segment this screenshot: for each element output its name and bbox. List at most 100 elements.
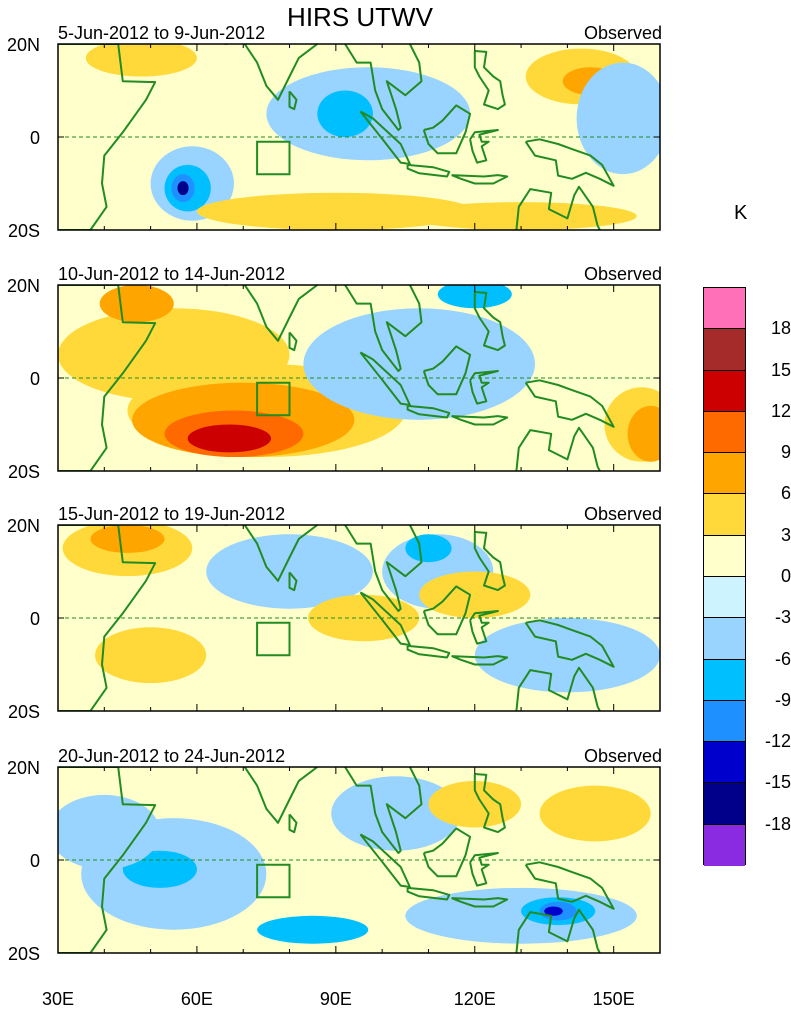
coastline [477,744,484,758]
latitude-label: 0 [29,128,40,148]
colorbar-box [704,659,745,701]
colorbar-box [704,700,745,743]
coastline [451,415,509,426]
coastline [451,174,509,185]
coastline [58,525,157,711]
latitude-label: 0 [29,609,40,629]
coastline [515,426,601,471]
anomaly-contour--3 [58,794,160,870]
panel-period-label: 10-Jun-2012 to 14-Jun-2012 [58,264,286,284]
anomaly-contour--3 [331,776,461,851]
coastline [451,655,509,666]
coastline [344,44,423,131]
panel-type-label: Observed [583,23,662,43]
coastline [422,345,472,396]
coastline [224,285,318,342]
panel-period-label: 20-Jun-2012 to 24-Jun-2012 [58,746,286,766]
anomaly-contour--12 [544,906,563,916]
anomaly-contour--6 [405,534,452,563]
anomaly-contour-6 [627,405,660,462]
coastline [406,886,451,901]
colorbar-label: 0 [780,566,791,586]
coastline [473,291,506,352]
coastline [422,585,472,636]
map-plot [57,524,661,712]
colorbar-box [704,742,745,784]
coastline [359,591,411,646]
coastline [477,502,484,516]
panel-type-label: Observed [583,504,662,524]
longitude-label: 90E [319,989,352,1009]
colorbar-label: -3 [774,607,791,628]
coastline [58,767,157,953]
anomaly-contour-3 [419,571,531,618]
map-panel: 20-Jun-2012 to 24-Jun-2012 Observed 20N 0 20… [0,745,700,985]
region-box [256,863,291,899]
coastline [524,138,615,187]
anomaly-contour--3 [474,618,660,693]
coastline [422,104,472,155]
latitude-label: 20N [6,758,40,778]
longitude-label: 30E [41,989,75,1009]
anomaly-contour--3 [405,887,637,944]
colorbar-box [704,783,745,825]
anomaly-contour--3 [206,534,373,609]
coastline [224,767,318,824]
coastline [406,404,451,419]
coastline [469,129,499,164]
latitude-label: 20S [7,462,40,482]
anomaly-contour-12 [187,424,272,453]
latitude-label: 20N [6,276,40,296]
map-plot [57,43,661,231]
coastline [288,331,298,352]
map-panel: 5-Jun-2012 to 9-Jun-2012 Observed 20N 0 20S [0,22,700,262]
coastline [422,827,472,878]
coastline [406,163,451,178]
colorbar-label: -12 [764,731,791,752]
colorbar-box [704,411,745,454]
longitude-axis: 30E 60E 90E 120E 150E [0,988,700,1010]
coastline [344,525,423,612]
latitude-label: 20S [7,221,40,241]
map-panel: 15-Jun-2012 to 19-Jun-2012 Observed 20N 0 20… [0,503,700,743]
colorbar-label: 18 [770,318,791,339]
coastline [359,833,411,888]
coastline [224,44,318,101]
coastline [515,185,601,230]
latitude-label: 0 [29,851,40,871]
coastline [469,610,499,645]
colorbar-label: -18 [764,813,791,834]
colorbar [703,287,746,866]
longitude-label: 60E [180,989,213,1009]
colorbar-box [704,576,745,619]
longitude-label: 120E [453,989,496,1009]
latitude-label: 20S [7,702,40,722]
coastline [524,379,615,428]
region-box [256,140,291,176]
colorbar-label: 15 [770,359,791,380]
colorbar-box [704,494,745,536]
coastline [224,525,318,582]
anomaly-contour--3 [576,62,660,175]
coastline [477,21,484,35]
region-box [256,381,291,417]
latitude-label: 20S [7,944,40,964]
anomaly-contour-3 [95,627,207,684]
colorbar-box [704,618,745,660]
anomaly-contour--15 [177,181,189,196]
region-box [256,621,291,657]
colorbar-box [704,288,745,330]
coastline [524,861,615,910]
coastline [473,531,506,592]
map-plot [57,284,661,472]
colorbar-label: 12 [770,400,791,421]
main-title: HIRS UTWV [287,2,433,32]
colorbar-label: -6 [774,648,791,669]
anomaly-contour-3 [196,192,475,230]
latitude-label: 20N [6,35,40,55]
longitude-label: 150E [592,989,635,1009]
coastline [288,571,298,592]
anomaly-contour--6 [317,90,373,137]
colorbar-label: 6 [780,483,791,504]
panel-period-label: 5-Jun-2012 to 9-Jun-2012 [58,23,266,43]
